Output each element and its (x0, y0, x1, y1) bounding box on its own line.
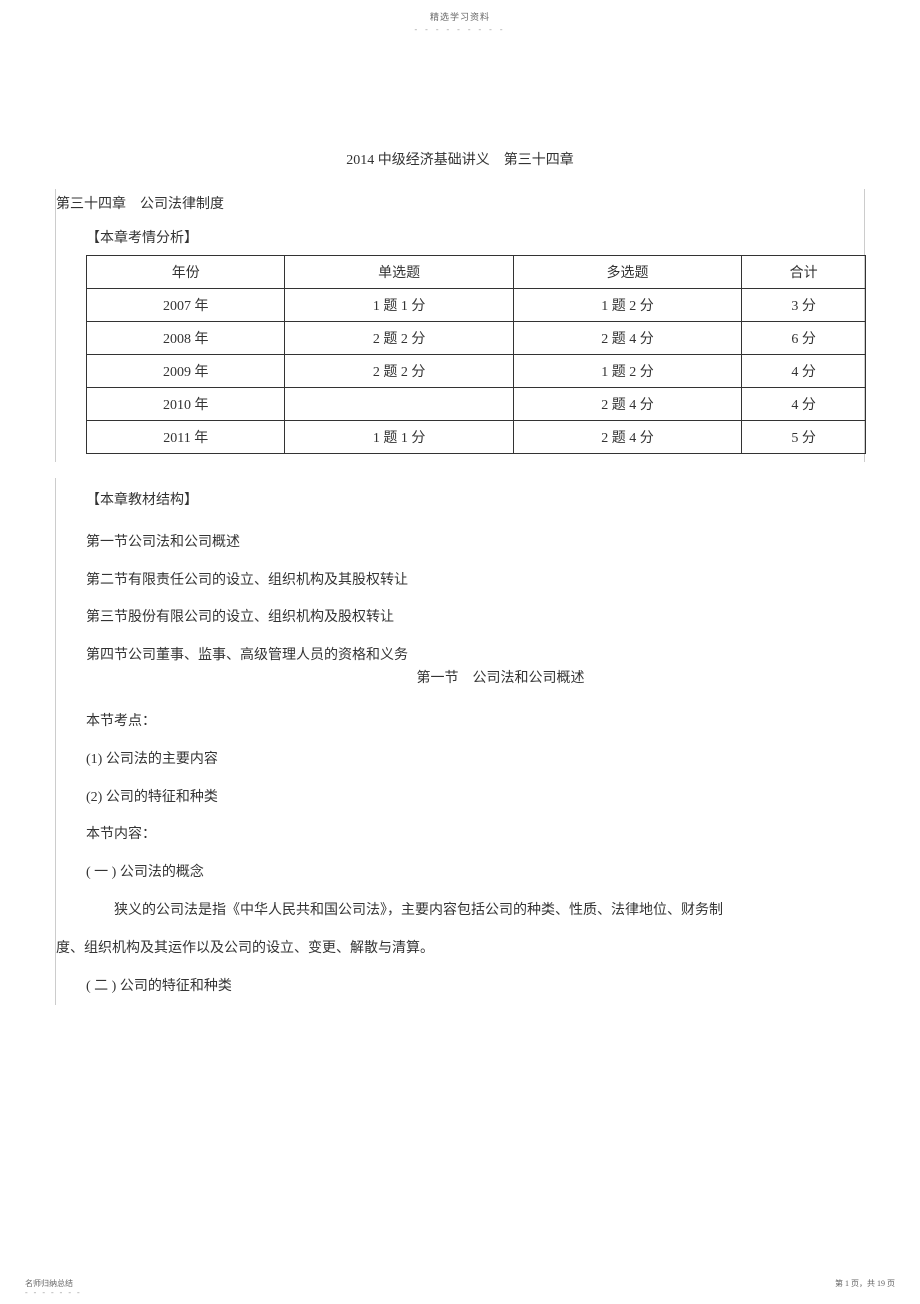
analysis-section: 第三十四章 公司法律制度 【本章考情分析】 年份 单选题 多选题 合计 2007… (55, 189, 865, 462)
document-content: 2014 中级经济基础讲义 第三十四章 第三十四章 公司法律制度 【本章考情分析… (0, 149, 920, 1005)
sub1-label: ( 一 ) 公司法的概念 (56, 854, 865, 892)
cell: 3 分 (742, 289, 866, 322)
point-2: (2) 公司的特征和种类 (56, 779, 865, 817)
cell: 5 分 (742, 421, 866, 454)
section-2: 第二节有限责任公司的设立、组织机构及其股权转让 (56, 562, 865, 600)
cell: 1 题 2 分 (513, 289, 741, 322)
content-label: 本节内容： (56, 816, 865, 854)
sub1-text: 狭义的公司法是指《中华人民共和国公司法》，主要内容包括公司的种类、性质、法律地位… (56, 892, 865, 930)
points-label: 本节考点： (56, 703, 865, 741)
cell: 2 题 4 分 (513, 388, 741, 421)
cell: 1 题 1 分 (285, 421, 513, 454)
cell: 2 题 2 分 (285, 322, 513, 355)
analysis-label: 【本章考情分析】 (56, 223, 864, 251)
col-total: 合计 (742, 256, 866, 289)
sub2-label: ( 二 ) 公司的特征和种类 (56, 968, 865, 1006)
col-year: 年份 (87, 256, 285, 289)
table-header-row: 年份 单选题 多选题 合计 (87, 256, 866, 289)
table-row: 2008 年 2 题 2 分 2 题 4 分 6 分 (87, 322, 866, 355)
document-title: 2014 中级经济基础讲义 第三十四章 (55, 149, 865, 169)
cell: 4 分 (742, 388, 866, 421)
sub1-cont: 度、组织机构及其运作以及公司的设立、变更、解散与清算。 (56, 930, 865, 968)
cell: 2007 年 (87, 289, 285, 322)
col-single: 单选题 (285, 256, 513, 289)
header-dots: - - - - - - - - - (0, 25, 920, 34)
chapter-heading: 第三十四章 公司法律制度 (56, 189, 864, 217)
table-row: 2011 年 1 题 1 分 2 题 4 分 5 分 (87, 421, 866, 454)
table-row: 2007 年 1 题 1 分 1 题 2 分 3 分 (87, 289, 866, 322)
section-3: 第三节股份有限公司的设立、组织机构及股权转让 (56, 599, 865, 637)
structure-section: 【本章教材结构】 第一节公司法和公司概述 第二节有限责任公司的设立、组织机构及其… (55, 478, 865, 1005)
footer-right: 第 1 页，共 19 页 (835, 1278, 895, 1289)
cell (285, 388, 513, 421)
cell: 2009 年 (87, 355, 285, 388)
cell: 4 分 (742, 355, 866, 388)
cell: 2 题 4 分 (513, 322, 741, 355)
analysis-table: 年份 单选题 多选题 合计 2007 年 1 题 1 分 1 题 2 分 3 分… (86, 255, 866, 454)
section-1: 第一节公司法和公司概述 (56, 524, 865, 562)
cell: 1 题 2 分 (513, 355, 741, 388)
cell: 2010 年 (87, 388, 285, 421)
cell: 2011 年 (87, 421, 285, 454)
table-row: 2010 年 2 题 4 分 4 分 (87, 388, 866, 421)
footer-left-dots: - - - - - - - (25, 1288, 82, 1297)
point-1: (1) 公司法的主要内容 (56, 741, 865, 779)
cell: 6 分 (742, 322, 866, 355)
table-row: 2009 年 2 题 2 分 1 题 2 分 4 分 (87, 355, 866, 388)
header-watermark: 精选学习资料 (0, 0, 920, 23)
cell: 1 题 1 分 (285, 289, 513, 322)
cell: 2008 年 (87, 322, 285, 355)
col-multi: 多选题 (513, 256, 741, 289)
cell: 2 题 4 分 (513, 421, 741, 454)
structure-label: 【本章教材结构】 (56, 478, 865, 524)
cell: 2 题 2 分 (285, 355, 513, 388)
